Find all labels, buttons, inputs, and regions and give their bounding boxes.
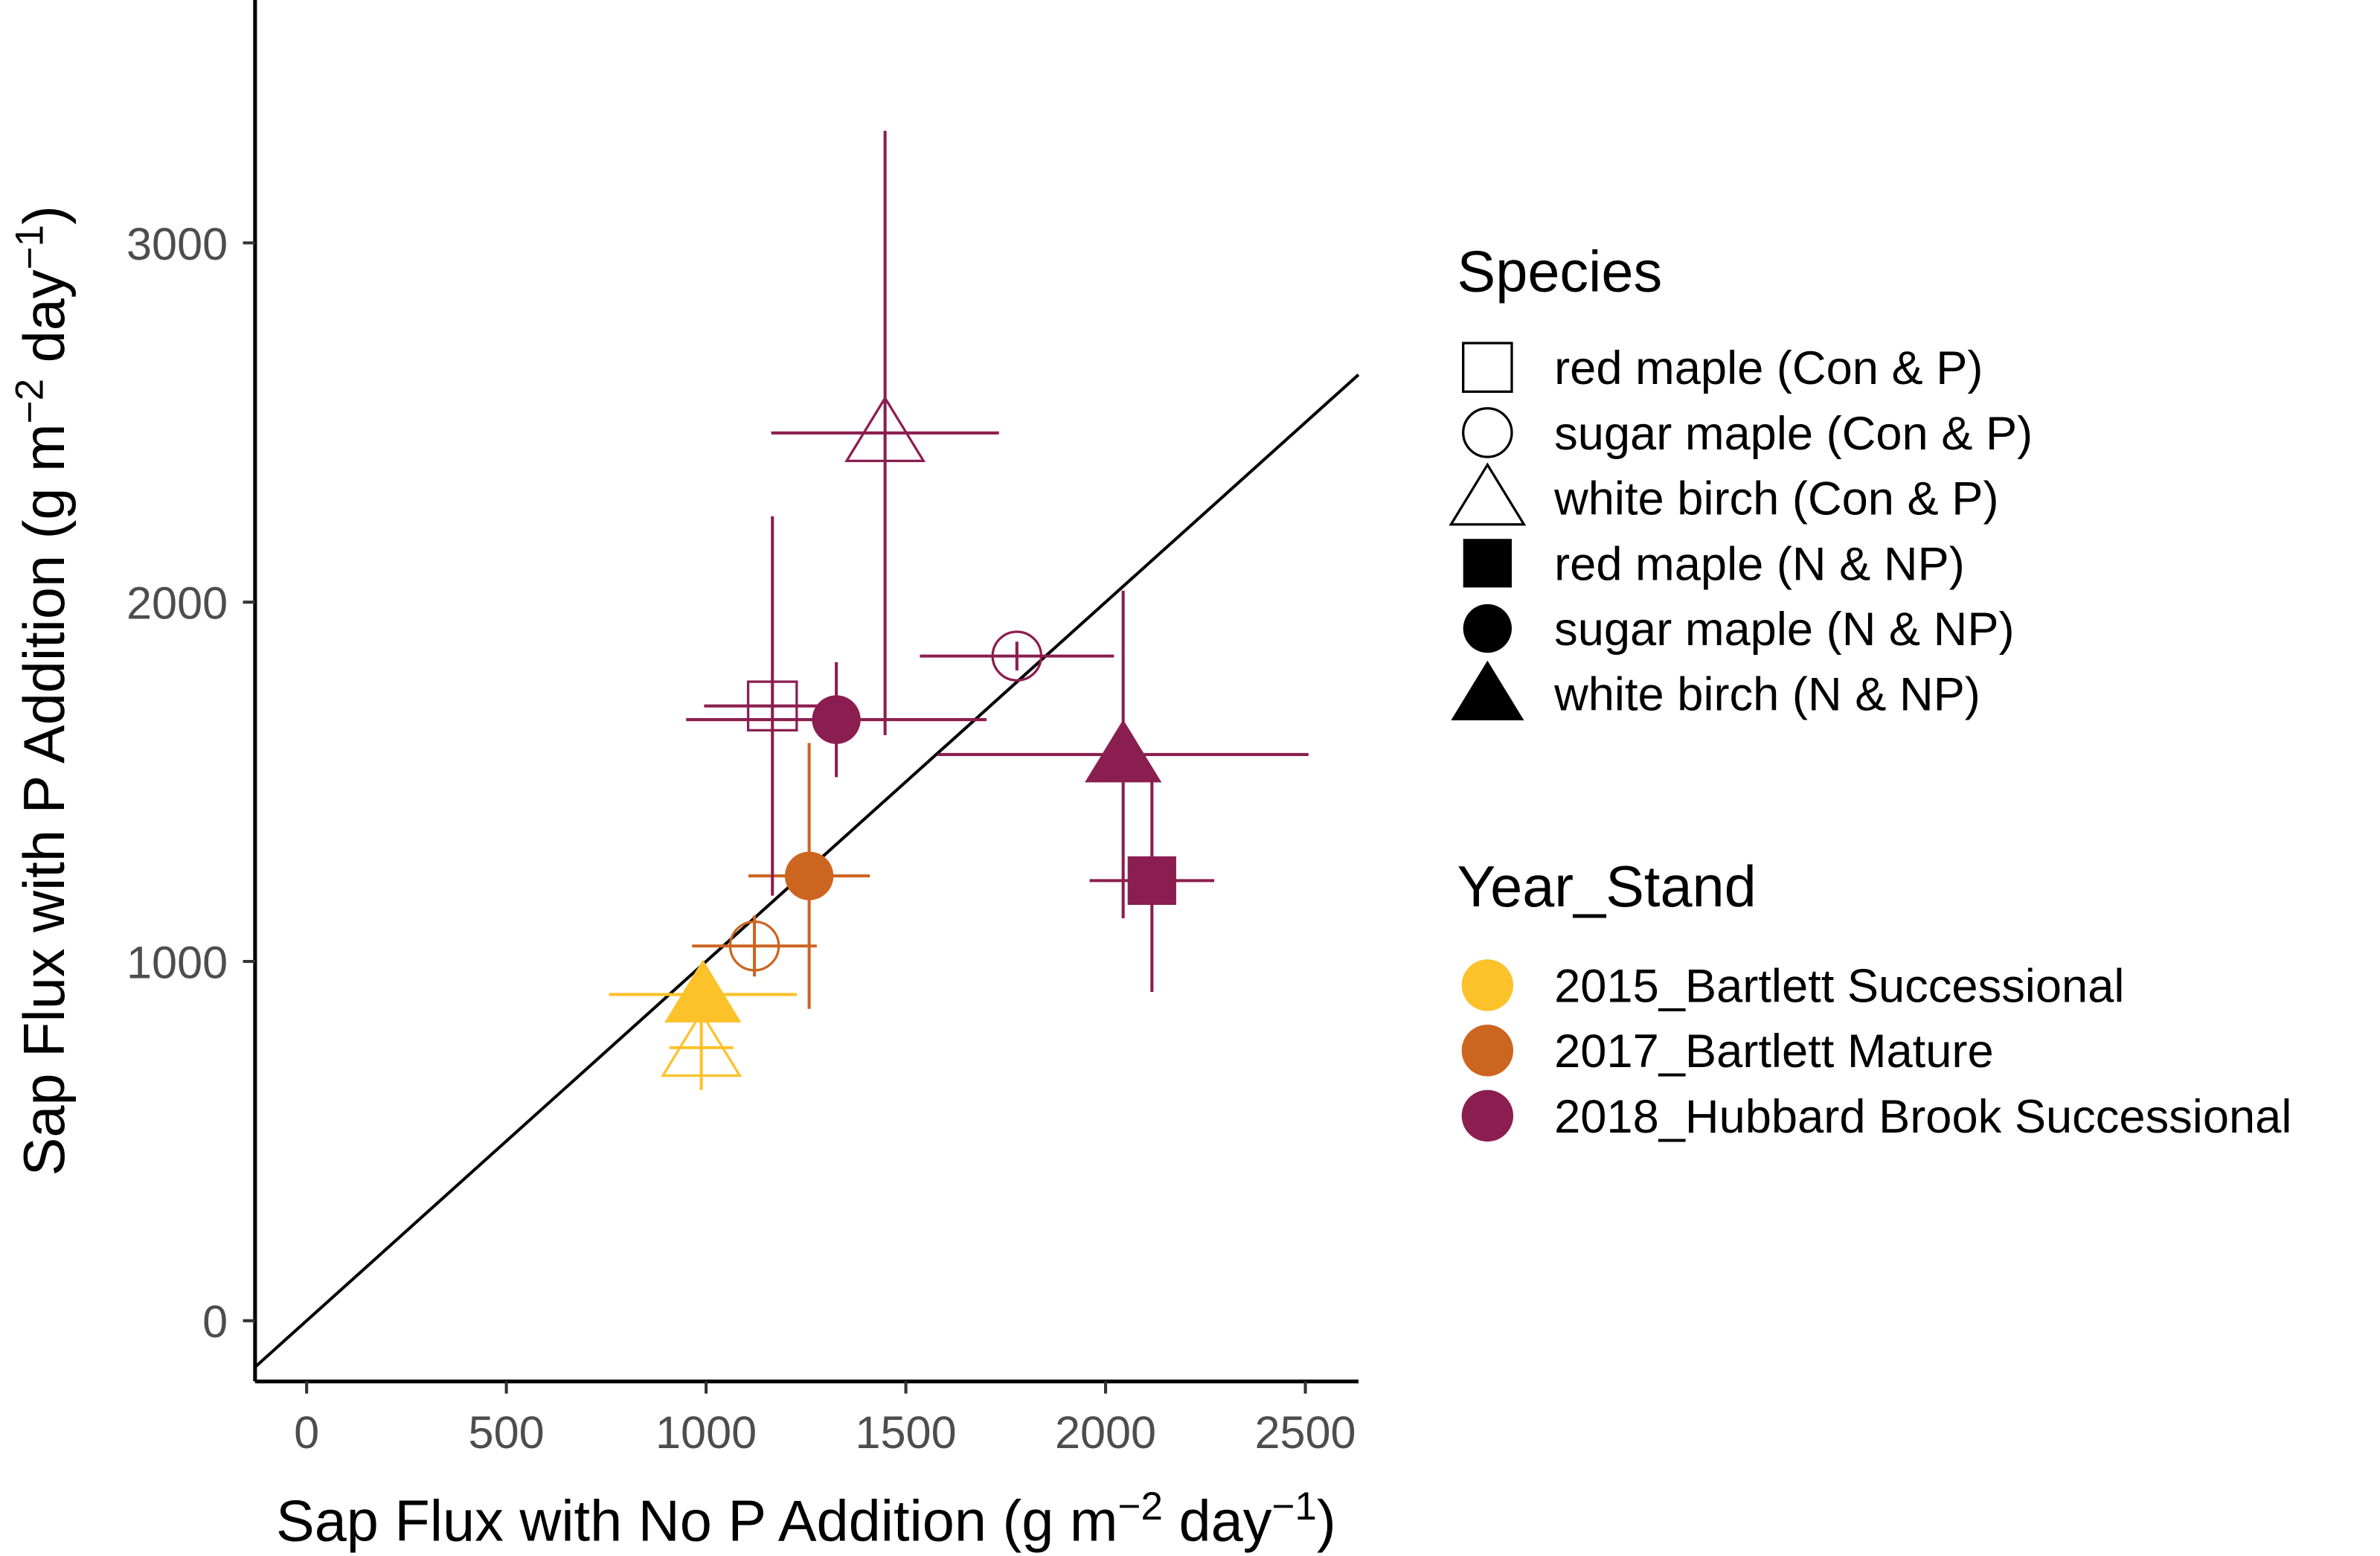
legend-symbol bbox=[1461, 959, 1514, 1011]
x-axis-title-sup: −1 bbox=[1271, 1485, 1316, 1528]
x-tick-label: 1000 bbox=[655, 1407, 757, 1458]
point bbox=[784, 851, 834, 900]
point bbox=[728, 920, 780, 972]
point bbox=[844, 395, 926, 462]
y-axis-title-sup: −2 bbox=[7, 379, 51, 423]
x-axis-title-part: Sap Flux with No P Addition (g m bbox=[276, 1490, 1117, 1554]
legend-label: white birch (N & NP) bbox=[1553, 669, 1980, 721]
x-tick-label: 2500 bbox=[1254, 1407, 1356, 1458]
y-axis-title: Sap Flux with P Addition (g m−2 day−1) bbox=[7, 205, 77, 1176]
legend-title: Species bbox=[1457, 240, 1663, 304]
x-tick-label: 0 bbox=[294, 1407, 319, 1458]
legend-title: Year_Stand bbox=[1457, 855, 1757, 919]
legend-label: red maple (Con & P) bbox=[1554, 342, 1983, 394]
x-axis-title-part: ) bbox=[1317, 1490, 1336, 1554]
x-tick-label: 1500 bbox=[856, 1407, 957, 1458]
x-axis-title-part: day bbox=[1163, 1490, 1272, 1554]
y-tick-label: 1000 bbox=[126, 937, 228, 987]
legend-label: sugar maple (N & NP) bbox=[1554, 603, 2014, 656]
point bbox=[991, 630, 1043, 682]
legend-label: 2015_Bartlett Successional bbox=[1554, 960, 2124, 1012]
legend-symbol bbox=[1451, 660, 1524, 720]
legend-symbol bbox=[1461, 1025, 1514, 1077]
y-tick-label: 2000 bbox=[126, 578, 228, 629]
legend-symbol bbox=[1463, 603, 1512, 653]
point bbox=[1127, 856, 1176, 906]
legend-label: sugar maple (Con & P) bbox=[1554, 408, 2033, 460]
y-axis-title-part: day bbox=[13, 269, 77, 379]
y-tick-label: 3000 bbox=[126, 219, 228, 269]
y-axis-title-part: ) bbox=[13, 205, 77, 225]
point bbox=[664, 959, 742, 1022]
y-axis-title-sup: −1 bbox=[7, 225, 51, 269]
x-tick-label: 500 bbox=[469, 1407, 545, 1458]
legend-label: red maple (N & NP) bbox=[1554, 538, 1965, 590]
legend-symbol bbox=[1461, 1089, 1514, 1142]
x-axis-title: Sap Flux with No P Addition (g m−2 day−1… bbox=[276, 1485, 1336, 1554]
point bbox=[746, 680, 798, 731]
legend-symbol bbox=[1462, 342, 1513, 393]
legend-label: 2017_Bartlett Mature bbox=[1554, 1025, 1994, 1078]
legend-label: white birch (Con & P) bbox=[1553, 473, 1998, 525]
x-tick-label: 2000 bbox=[1055, 1407, 1156, 1458]
legend-label: 2018_Hubbard Brook Successional bbox=[1554, 1091, 2291, 1143]
x-axis-title-sup: −2 bbox=[1117, 1485, 1162, 1528]
y-axis-title-part: Sap Flux with P Addition (g m bbox=[13, 423, 77, 1176]
legend-symbol bbox=[1449, 462, 1527, 526]
point bbox=[1085, 719, 1162, 783]
y-tick-label: 0 bbox=[202, 1296, 228, 1347]
point bbox=[661, 1010, 742, 1078]
legend-symbol bbox=[1462, 407, 1513, 458]
point bbox=[812, 695, 861, 744]
legend-symbol bbox=[1463, 539, 1512, 588]
